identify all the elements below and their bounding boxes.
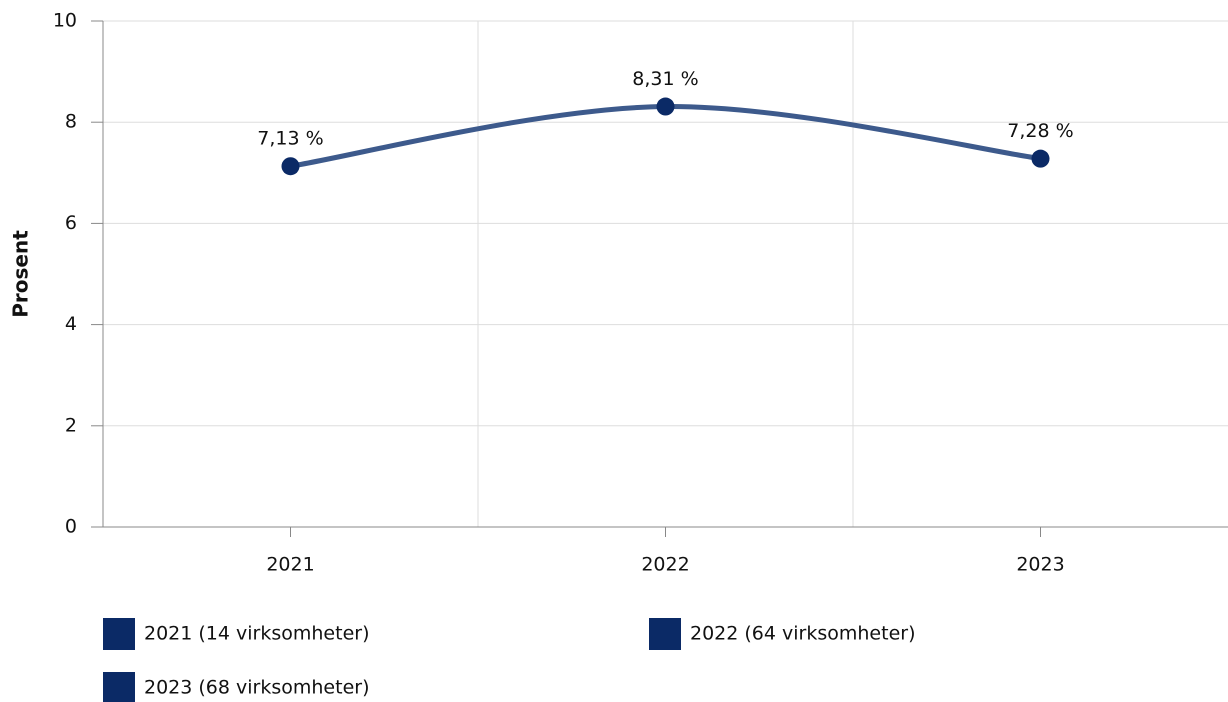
y-tick-label: 2 [65,414,77,436]
y-tick-label: 0 [65,516,77,538]
legend-swatch [103,672,135,702]
legend-swatch [649,618,681,650]
y-tick-label: 10 [53,10,77,32]
data-label: 8,31 % [632,68,698,90]
point [1031,149,1050,168]
x-tick-label: 2021 [266,554,314,576]
y-axis-label: Prosent [9,230,33,318]
data-label: 7,28 % [1007,120,1073,142]
y-tick-label: 8 [65,111,77,133]
legend-label: 2022 (64 virksomheter) [690,623,916,645]
point [281,157,300,176]
x-tick-label: 2022 [641,554,689,576]
legend-label: 2023 (68 virksomheter) [144,677,370,699]
legend-label: 2021 (14 virksomheter) [144,623,370,645]
x-tick-label: 2023 [1016,554,1064,576]
y-tick-label: 6 [65,212,77,234]
point [656,97,675,116]
legend-swatch [103,618,135,650]
data-label: 7,13 % [257,128,323,150]
y-tick-label: 4 [65,313,77,335]
